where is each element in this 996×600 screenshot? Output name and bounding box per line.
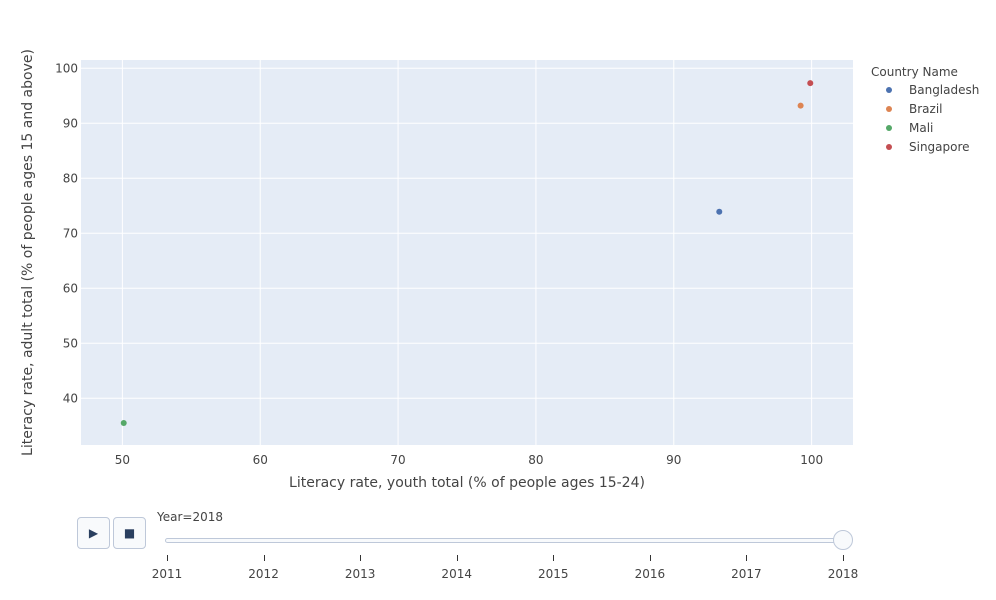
legend-marker: [886, 87, 892, 93]
data-points: [120, 80, 814, 426]
legend: Country Name Bangladesh Brazil Mali Singapo…: [871, 65, 979, 154]
slider-tick: [649, 555, 651, 561]
slider-tick-label: 2013: [344, 567, 376, 581]
slider-tick-label: 2018: [827, 567, 859, 581]
slider-tick-label: 2015: [538, 567, 569, 581]
legend-marker: [886, 106, 892, 112]
slider-tick-label: 2011: [151, 567, 183, 581]
legend-item-singapore[interactable]: Singapore: [886, 140, 970, 154]
slider-tick-label: 2017: [731, 567, 762, 581]
slider-tick: [167, 555, 168, 561]
slider-tick: [360, 555, 362, 561]
y-tick-label: 40: [63, 391, 78, 405]
data-point-bangladesh[interactable]: [716, 208, 723, 215]
slider-tick: [263, 555, 265, 561]
y-tick-label: 90: [63, 116, 78, 130]
plot-area: [81, 60, 853, 445]
legend-label: Bangladesh: [909, 83, 979, 97]
y-tick-label: 70: [63, 226, 78, 240]
slider-tick: [456, 555, 458, 561]
x-tick-label: 60: [253, 453, 268, 467]
y-tick-label: 80: [63, 171, 78, 185]
legend-title: Country Name: [871, 65, 958, 79]
y-tick-label: 60: [63, 281, 78, 295]
axis-ticks: 50 60 70 80 90 100 40 50 60 70 80 90 100: [55, 61, 823, 467]
slider-tick: [843, 555, 844, 561]
slider-tick-label: 2014: [441, 567, 472, 581]
stop-icon: ■: [123, 526, 136, 540]
data-point-singapore[interactable]: [807, 80, 814, 87]
slider-tick: [746, 555, 748, 561]
x-tick-label: 50: [115, 453, 130, 467]
slider-tick-label: 2016: [634, 567, 666, 581]
x-tick-label: 80: [528, 453, 543, 467]
legend-marker: [886, 144, 892, 150]
x-tick-label: 70: [390, 453, 405, 467]
y-tick-label: 50: [63, 336, 78, 350]
slider-current-value: Year=2018: [157, 510, 223, 524]
y-axis-title: Literacy rate, adult total (% of people …: [20, 49, 36, 456]
slider-prefix: Year=: [157, 510, 193, 524]
slider-tick-label: 2012: [248, 567, 279, 581]
data-point-mali[interactable]: [120, 420, 127, 426]
year-slider-handle[interactable]: [833, 530, 853, 550]
legend-label: Mali: [909, 121, 933, 135]
stop-button[interactable]: ■: [113, 517, 146, 549]
x-tick-label: 90: [666, 453, 681, 467]
x-axis-title: Literacy rate, youth total (% of people …: [289, 475, 645, 491]
slider-tick: [553, 555, 555, 561]
legend-item-bangladesh[interactable]: Bangladesh: [886, 83, 979, 97]
legend-label: Brazil: [909, 102, 943, 116]
legend-item-brazil[interactable]: Brazil: [886, 102, 943, 116]
year-slider-track[interactable]: [165, 538, 845, 543]
legend-label: Singapore: [909, 140, 970, 154]
y-tick-label: 100: [55, 61, 78, 75]
grid-lines: [81, 60, 853, 445]
play-button[interactable]: ▶: [77, 517, 110, 549]
legend-item-mali[interactable]: Mali: [886, 121, 933, 135]
data-point-brazil[interactable]: [797, 102, 804, 109]
x-tick-label: 100: [800, 453, 823, 467]
legend-marker: [886, 125, 892, 131]
slider-year: 2018: [192, 510, 224, 524]
play-icon: ▶: [88, 526, 99, 540]
